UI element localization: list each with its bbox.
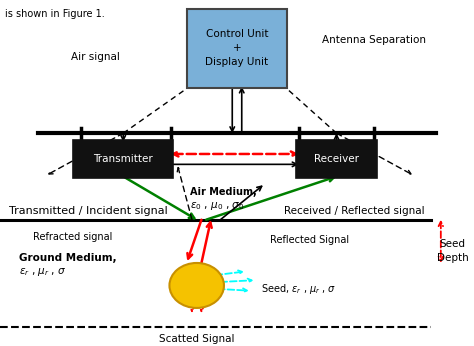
FancyBboxPatch shape <box>73 140 173 178</box>
Text: Received / Reflected signal: Received / Reflected signal <box>284 206 425 216</box>
Text: Depth: Depth <box>437 253 468 263</box>
Text: Seed: Seed <box>440 239 465 249</box>
Ellipse shape <box>169 263 224 308</box>
Text: Receiver: Receiver <box>314 154 359 164</box>
Text: Reflected Signal: Reflected Signal <box>270 236 349 245</box>
Text: Transmitted / Incident signal: Transmitted / Incident signal <box>9 206 168 216</box>
Text: $\varepsilon_r$ , $\mu_r$ , $\sigma$: $\varepsilon_r$ , $\mu_r$ , $\sigma$ <box>19 266 66 277</box>
Text: Ground Medium,: Ground Medium, <box>19 253 117 263</box>
Text: Seed, $\varepsilon_r$ , $\mu_r$ , $\sigma$: Seed, $\varepsilon_r$ , $\mu_r$ , $\sigm… <box>261 282 336 296</box>
Text: Transmitter: Transmitter <box>93 154 153 164</box>
Text: Refracted signal: Refracted signal <box>33 232 112 242</box>
Text: Antenna Separation: Antenna Separation <box>322 35 426 45</box>
Text: $\varepsilon_0$ , $\mu_0$ , $\sigma_0$: $\varepsilon_0$ , $\mu_0$ , $\sigma_0$ <box>190 200 244 212</box>
Text: Air Medium,: Air Medium, <box>190 187 256 197</box>
FancyBboxPatch shape <box>187 9 287 88</box>
Text: Air signal: Air signal <box>71 52 120 62</box>
Text: is shown in Figure 1.: is shown in Figure 1. <box>5 9 104 19</box>
Text: Control Unit
+
Display Unit: Control Unit + Display Unit <box>205 29 269 67</box>
Text: Scatted Signal: Scatted Signal <box>159 334 235 344</box>
FancyBboxPatch shape <box>296 140 377 178</box>
